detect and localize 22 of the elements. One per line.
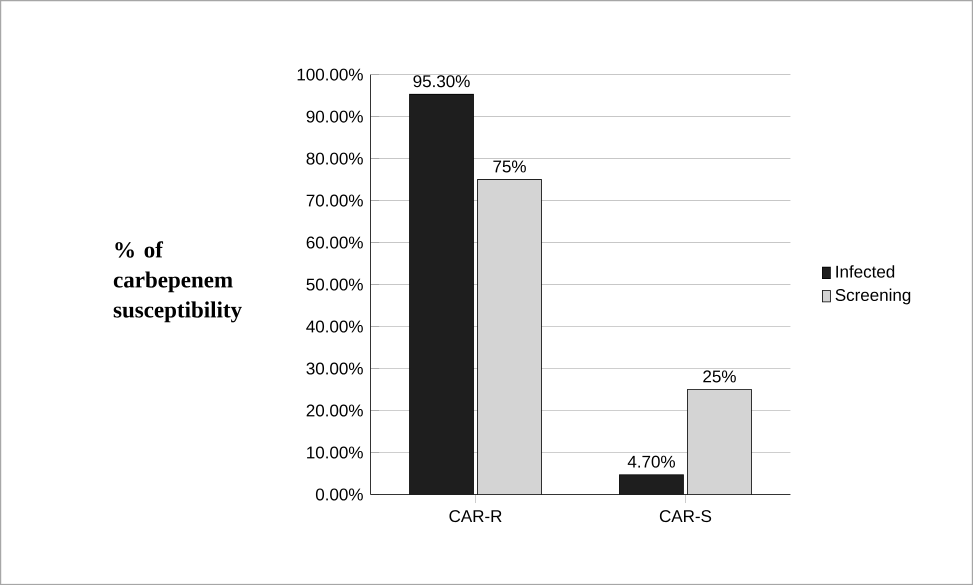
x-tick-label: CAR-S bbox=[660, 510, 712, 522]
y-tick-label: 80.00% bbox=[306, 152, 363, 165]
data-label: 95.30% bbox=[413, 75, 470, 88]
y-tick-label: 100.00% bbox=[298, 68, 363, 81]
y-tick-label: 70.00% bbox=[306, 194, 363, 207]
y-axis-title: % of carbepenem susceptibility bbox=[114, 241, 242, 322]
x-tick-label: CAR-R bbox=[449, 510, 502, 522]
y-tick-label: 50.00% bbox=[306, 278, 363, 291]
bar bbox=[619, 474, 684, 494]
legend-label: Infected bbox=[836, 265, 894, 278]
y-tick-label: 90.00% bbox=[306, 110, 363, 123]
data-label: 75% bbox=[493, 160, 526, 172]
data-label: 25% bbox=[703, 370, 736, 382]
bar bbox=[410, 94, 474, 494]
y-tick-label: 0.00% bbox=[316, 488, 363, 500]
legend-label: Screening bbox=[836, 288, 910, 304]
y-tick-label: 20.00% bbox=[306, 404, 363, 416]
y-tick-label: 60.00% bbox=[306, 236, 363, 249]
y-tick-label: 30.00% bbox=[306, 362, 363, 374]
y-tick-label: 40.00% bbox=[306, 320, 363, 333]
y-tick-label: 10.00% bbox=[307, 446, 363, 458]
data-label: 4.70% bbox=[628, 456, 675, 468]
